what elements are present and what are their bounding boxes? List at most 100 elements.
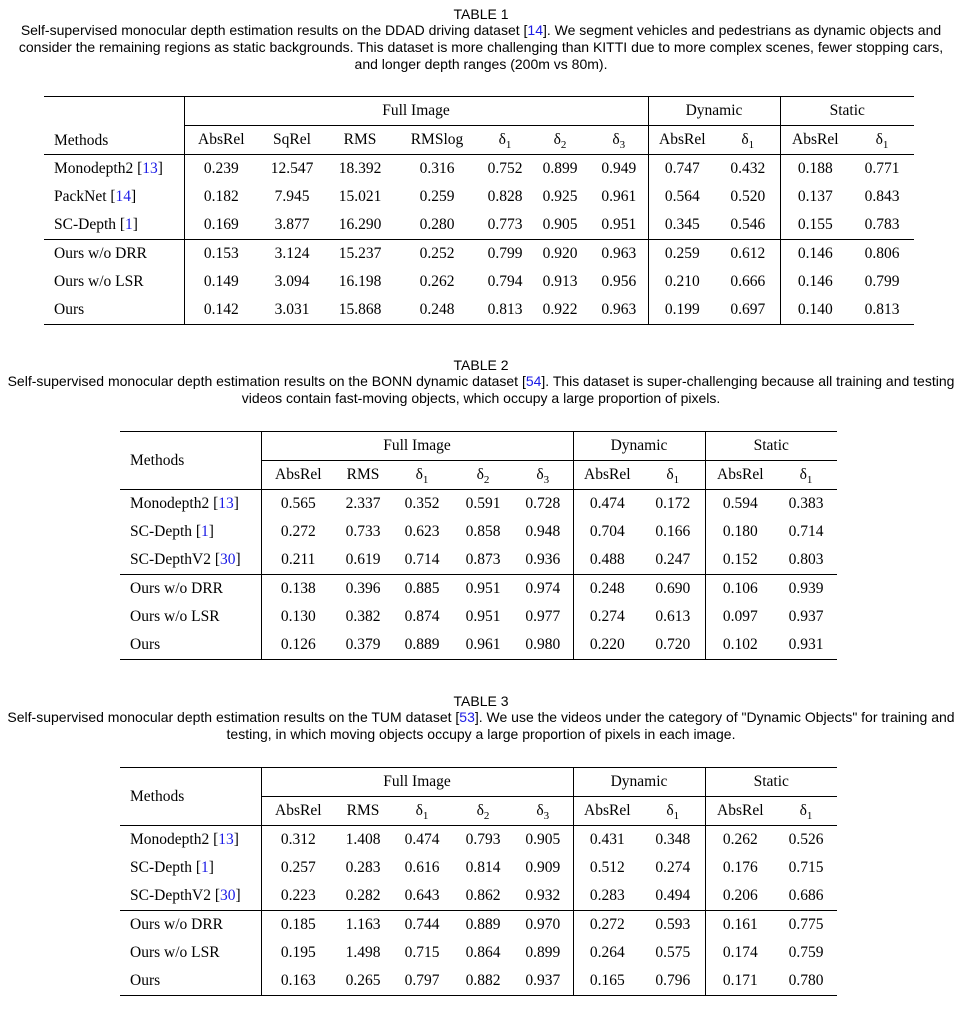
text-segment: Monodepth2 [ xyxy=(130,495,219,512)
column-subscript: 1 xyxy=(806,810,813,823)
column-label: RMS xyxy=(346,466,380,483)
metric-cell: 0.282 xyxy=(345,887,381,904)
column-label: δ xyxy=(536,466,544,483)
citation-link[interactable]: 1 xyxy=(201,523,209,540)
metric-cell: 0.130 xyxy=(280,608,316,625)
metric-cell: 0.352 xyxy=(391,489,453,518)
metric-cell: 0.882 xyxy=(453,967,513,996)
column-header: δ3 xyxy=(513,796,574,826)
metric-cell: 0.474 xyxy=(391,825,453,854)
citation-link[interactable]: 13 xyxy=(218,831,234,848)
metric-cell: 0.932 xyxy=(513,882,574,911)
metric-cell: 0.274 xyxy=(589,608,625,625)
text-segment: ]. This dataset is super-challenging bec… xyxy=(241,373,955,406)
metric-cell: 0.889 xyxy=(391,631,453,660)
citation-link[interactable]: 14 xyxy=(527,22,543,38)
metric-cell: 0.858 xyxy=(465,523,501,540)
metric-cell: 0.280 xyxy=(419,216,455,233)
metric-cell: 0.925 xyxy=(542,188,578,205)
column-subscript: 3 xyxy=(543,810,550,823)
column-subscript: 1 xyxy=(673,810,680,823)
text-segment: Ours w/o DRR xyxy=(130,916,224,933)
metric-cell: 0.899 xyxy=(513,939,574,967)
metric-cell: 0.864 xyxy=(465,944,501,961)
table-row: SC-Depth [1] 0.272 0.733 0.623 0.858 0.948 0.7… xyxy=(120,518,837,546)
group-header-full-image: Full Image xyxy=(184,96,649,126)
column-label: δ xyxy=(741,131,749,148)
column-label: AbsRel xyxy=(584,802,631,819)
metric-cell: 0.431 xyxy=(573,825,641,854)
citation-link[interactable]: 1 xyxy=(201,859,209,876)
method-name: SC-Depth [1] xyxy=(44,211,185,240)
method-name: Monodepth2 [13] xyxy=(120,489,262,518)
metric-cell: 0.843 xyxy=(864,188,900,205)
citation-link[interactable]: 53 xyxy=(459,709,475,725)
method-name: Monodepth2 [13] xyxy=(44,154,185,183)
citation-link[interactable]: 30 xyxy=(219,887,236,904)
method-name: Ours xyxy=(120,967,262,996)
text-segment: ] xyxy=(131,188,137,205)
metric-cell: 0.963 xyxy=(590,296,649,325)
group-header-static: Static xyxy=(780,96,914,126)
metric-cell: 0.613 xyxy=(641,603,706,631)
metric-cell: 0.163 xyxy=(261,967,335,996)
text-segment: ] xyxy=(235,551,241,568)
metric-cell: 0.799 xyxy=(864,273,900,290)
text-segment: SC-Depth [ xyxy=(130,859,202,876)
table-1-block: TABLE 1 Self-supervised monocular depth … xyxy=(0,6,962,325)
table-row: Ours w/o LSR 0.195 1.498 0.715 0.864 0.899 0.2… xyxy=(120,939,837,967)
metric-cell: 0.265 xyxy=(335,967,391,996)
text-segment: Self-supervised monocular depth estimati… xyxy=(7,709,460,725)
method-name: Ours w/o LSR xyxy=(120,939,262,967)
column-label: AbsRel xyxy=(792,131,839,148)
table-caption: Self-supervised monocular depth estimati… xyxy=(6,22,956,73)
metric-cell: 3.124 xyxy=(258,239,326,268)
metric-cell: 0.922 xyxy=(530,296,590,325)
metric-cell: 0.257 xyxy=(280,859,316,876)
metric-cell: 0.102 xyxy=(705,631,775,660)
metric-cell: 0.909 xyxy=(513,854,574,882)
group-header-row: Methods Full Image Dynamic Static xyxy=(120,767,837,826)
column-header: δ3 xyxy=(513,460,574,490)
metric-cell: 0.247 xyxy=(641,546,706,575)
metric-cell: 0.211 xyxy=(281,551,316,568)
column-header-row: AbsRel RMS δ1 δ2 δ3 AbsRel δ1 AbsRel δ1 xyxy=(120,796,837,826)
metric-cell: 0.195 xyxy=(280,944,316,961)
metric-cell: 0.185 xyxy=(261,910,335,939)
metric-cell: 0.345 xyxy=(664,216,700,233)
citation-link[interactable]: 13 xyxy=(218,495,234,512)
column-header: δ1 xyxy=(391,797,453,826)
column-label: RMS xyxy=(346,802,380,819)
citation-link[interactable]: 54 xyxy=(525,373,542,389)
metric-cell: 0.949 xyxy=(590,154,649,183)
metric-cell: 0.264 xyxy=(589,944,625,961)
metric-cell: 0.161 xyxy=(705,910,775,939)
metric-cell: 0.948 xyxy=(513,518,574,546)
metric-cell: 0.316 xyxy=(394,154,480,183)
metric-cell: 0.383 xyxy=(775,489,837,518)
metric-cell: 0.140 xyxy=(780,296,850,325)
metric-cell: 0.666 xyxy=(716,268,781,296)
column-label: AbsRel xyxy=(198,131,245,148)
metric-cell: 0.951 xyxy=(465,608,501,625)
column-label: δ xyxy=(666,802,674,819)
methods-header: Methods xyxy=(120,431,262,490)
metric-cell: 0.396 xyxy=(335,574,391,603)
method-name: SC-DepthV2 [30] xyxy=(120,882,262,911)
column-header: δ1 xyxy=(480,126,530,155)
metric-cell: 0.272 xyxy=(573,910,641,939)
citation-link[interactable]: 30 xyxy=(219,551,236,568)
citation-link[interactable]: 14 xyxy=(115,188,132,205)
citation-link[interactable]: 1 xyxy=(125,216,133,233)
metric-cell: 15.021 xyxy=(338,188,382,205)
metric-cell: 0.885 xyxy=(391,574,453,603)
column-header: RMS xyxy=(326,126,394,155)
table-row: Ours w/o LSR 0.149 3.094 16.198 0.262 0.794 0.… xyxy=(44,268,914,296)
metric-cell: 0.252 xyxy=(394,239,480,268)
column-label: δ xyxy=(476,466,484,483)
citation-link[interactable]: 13 xyxy=(142,160,158,177)
metric-cell: 0.806 xyxy=(850,239,914,268)
column-header: δ2 xyxy=(453,797,513,826)
table-row: Ours w/o DRR 0.153 3.124 15.237 0.252 0.799 0.… xyxy=(44,239,914,268)
metric-cell: 0.474 xyxy=(573,489,641,518)
